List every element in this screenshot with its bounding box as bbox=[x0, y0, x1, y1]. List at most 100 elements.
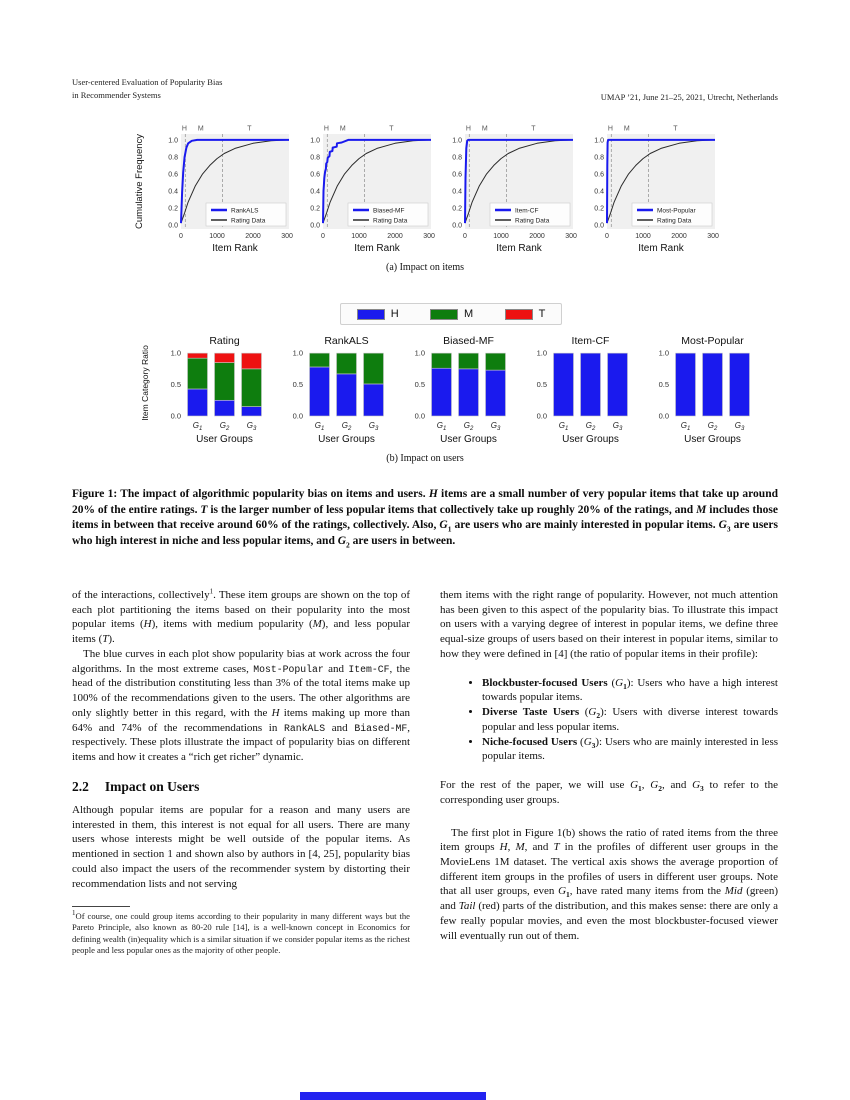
svg-text:M: M bbox=[198, 126, 204, 133]
list-item: Diverse Taste Users (G2): Users with div… bbox=[482, 705, 778, 734]
subcaption-a: (a) Impact on items bbox=[385, 262, 465, 273]
svg-text:RankALS: RankALS bbox=[231, 207, 259, 214]
svg-text:User Groups: User Groups bbox=[562, 434, 619, 445]
svg-text:T: T bbox=[247, 126, 252, 133]
svg-text:0.0: 0.0 bbox=[659, 412, 669, 421]
svg-text:1000: 1000 bbox=[493, 233, 509, 240]
svg-text:0.6: 0.6 bbox=[168, 171, 178, 178]
list-item: Blockbuster-focused Users (G1): Users wh… bbox=[482, 676, 778, 705]
user-group-list: Blockbuster-focused Users (G1): Users wh… bbox=[440, 676, 778, 764]
svg-text:0.0: 0.0 bbox=[293, 412, 303, 421]
line-chart-biased-mf: H M T 0.0 0.2 0.4 0.6 0.8 1.0 0 1000 2000 3000 Item R… bbox=[293, 120, 439, 275]
svg-text:2000: 2000 bbox=[671, 233, 687, 240]
svg-text:Most-Popular: Most-Popular bbox=[681, 335, 744, 347]
svg-text:0.0: 0.0 bbox=[171, 412, 181, 421]
svg-text:0.0: 0.0 bbox=[168, 222, 178, 229]
line-chart-item-cf: H M T 0.0 0.2 0.4 0.6 0.8 1.0 0 1000 2000 3000 Item R… bbox=[435, 120, 581, 275]
svg-text:0.6: 0.6 bbox=[594, 171, 604, 178]
svg-text:G3: G3 bbox=[613, 421, 623, 432]
footnote-text: 1Of course, one could group items accord… bbox=[72, 909, 410, 955]
svg-text:0.2: 0.2 bbox=[168, 205, 178, 212]
bottom-blue-bar bbox=[300, 1092, 486, 1100]
svg-text:0.8: 0.8 bbox=[168, 154, 178, 161]
svg-text:3000: 3000 bbox=[423, 233, 435, 240]
svg-text:RankALS: RankALS bbox=[324, 335, 368, 347]
svg-text:1.0: 1.0 bbox=[310, 137, 320, 144]
svg-text:0.8: 0.8 bbox=[594, 154, 604, 161]
svg-text:G1: G1 bbox=[193, 421, 203, 432]
svg-text:User Groups: User Groups bbox=[318, 434, 375, 445]
svg-text:H: H bbox=[608, 126, 613, 133]
svg-text:Biased-MF: Biased-MF bbox=[373, 207, 404, 214]
svg-text:0.2: 0.2 bbox=[310, 205, 320, 212]
header-title-line2: in Recommender Systems bbox=[72, 90, 161, 101]
bar-chart-rankals: RankALS 0.0 0.5 1.0 G1 G2 G3 User Groups bbox=[280, 334, 390, 463]
bar-chart-biased-mf: Biased-MF 0.0 0.5 1.0 G1 G2 G3 User Groups bbox=[402, 334, 512, 463]
svg-text:Item-CF: Item-CF bbox=[515, 207, 539, 214]
svg-text:G1: G1 bbox=[681, 421, 691, 432]
svg-text:G1: G1 bbox=[559, 421, 569, 432]
svg-text:0.8: 0.8 bbox=[452, 154, 462, 161]
legend-entry-T: T bbox=[504, 308, 545, 320]
figure-1-caption: Figure 1: The impact of algorithmic popu… bbox=[72, 488, 778, 550]
svg-text:0.0: 0.0 bbox=[415, 412, 425, 421]
svg-text:0.5: 0.5 bbox=[659, 380, 669, 389]
svg-text:0.4: 0.4 bbox=[168, 188, 178, 195]
svg-text:M: M bbox=[482, 126, 488, 133]
svg-text:1000: 1000 bbox=[351, 233, 367, 240]
svg-text:Item-CF: Item-CF bbox=[572, 335, 610, 347]
svg-text:0.5: 0.5 bbox=[537, 380, 547, 389]
svg-text:Rating: Rating bbox=[209, 335, 240, 347]
svg-text:0.2: 0.2 bbox=[452, 205, 462, 212]
svg-text:0.0: 0.0 bbox=[594, 222, 604, 229]
svg-text:0.6: 0.6 bbox=[452, 171, 462, 178]
svg-text:0.5: 0.5 bbox=[171, 380, 181, 389]
svg-text:0.6: 0.6 bbox=[310, 171, 320, 178]
svg-text:Biased-MF: Biased-MF bbox=[443, 335, 494, 347]
section-heading: 2.2 Impact on Users bbox=[72, 778, 410, 796]
running-header: User-centered Evaluation of Popularity B… bbox=[72, 76, 778, 102]
paragraph: of the interactions, collectively1. Thes… bbox=[72, 587, 410, 646]
list-item: Niche-focused Users (G3): Users who are … bbox=[482, 735, 778, 764]
svg-text:User Groups: User Groups bbox=[196, 434, 253, 445]
legend-swatch bbox=[430, 308, 459, 320]
svg-text:0.0: 0.0 bbox=[452, 222, 462, 229]
svg-text:G1: G1 bbox=[437, 421, 447, 432]
svg-text:0.8: 0.8 bbox=[310, 154, 320, 161]
svg-text:3000: 3000 bbox=[707, 233, 719, 240]
svg-text:G2: G2 bbox=[342, 421, 352, 432]
footnote: 1Of course, one could group items accord… bbox=[72, 906, 410, 956]
svg-text:1.0: 1.0 bbox=[293, 349, 303, 358]
svg-text:2000: 2000 bbox=[387, 233, 403, 240]
svg-text:1.0: 1.0 bbox=[659, 349, 669, 358]
svg-text:T: T bbox=[389, 126, 394, 133]
svg-text:User Groups: User Groups bbox=[440, 434, 497, 445]
section-number: 2.2 bbox=[72, 778, 89, 794]
svg-text:G1: G1 bbox=[315, 421, 325, 432]
bar-chart-rating: Rating 0.0 0.5 1.0 G1 G2 G3 User Groups Item Cat… bbox=[140, 334, 268, 463]
header-conference: UMAP ’21, June 21–25, 2021, Utrecht, Net… bbox=[600, 92, 778, 103]
legend-swatch bbox=[356, 308, 385, 320]
svg-text:Rating Data: Rating Data bbox=[373, 217, 408, 224]
svg-text:User Groups: User Groups bbox=[684, 434, 741, 445]
svg-text:H: H bbox=[324, 126, 329, 133]
svg-text:1.0: 1.0 bbox=[537, 349, 547, 358]
svg-text:Most-Popular: Most-Popular bbox=[657, 207, 696, 214]
svg-text:G3: G3 bbox=[735, 421, 745, 432]
svg-text:1.0: 1.0 bbox=[168, 137, 178, 144]
svg-text:2000: 2000 bbox=[245, 233, 261, 240]
figure-1b-chart-row: Rating 0.0 0.5 1.0 G1 G2 G3 User Groups Item Cat… bbox=[140, 334, 756, 463]
svg-text:G2: G2 bbox=[586, 421, 596, 432]
figure-1a-chart-row: H M T 0.0 0.2 0.4 0.6 0.8 1.0 0 1000 2000 3000 Item R… bbox=[133, 120, 723, 275]
svg-text:1000: 1000 bbox=[209, 233, 225, 240]
svg-text:1000: 1000 bbox=[635, 233, 651, 240]
paragraph: The first plot in Figure 1(b) shows the … bbox=[440, 826, 779, 942]
svg-text:H: H bbox=[466, 126, 471, 133]
svg-text:Rating Data: Rating Data bbox=[515, 217, 550, 224]
svg-text:1.0: 1.0 bbox=[171, 349, 181, 358]
svg-text:0: 0 bbox=[321, 233, 325, 240]
svg-text:G2: G2 bbox=[220, 421, 230, 432]
header-title-line1: User-centered Evaluation of Popularity B… bbox=[72, 77, 223, 87]
